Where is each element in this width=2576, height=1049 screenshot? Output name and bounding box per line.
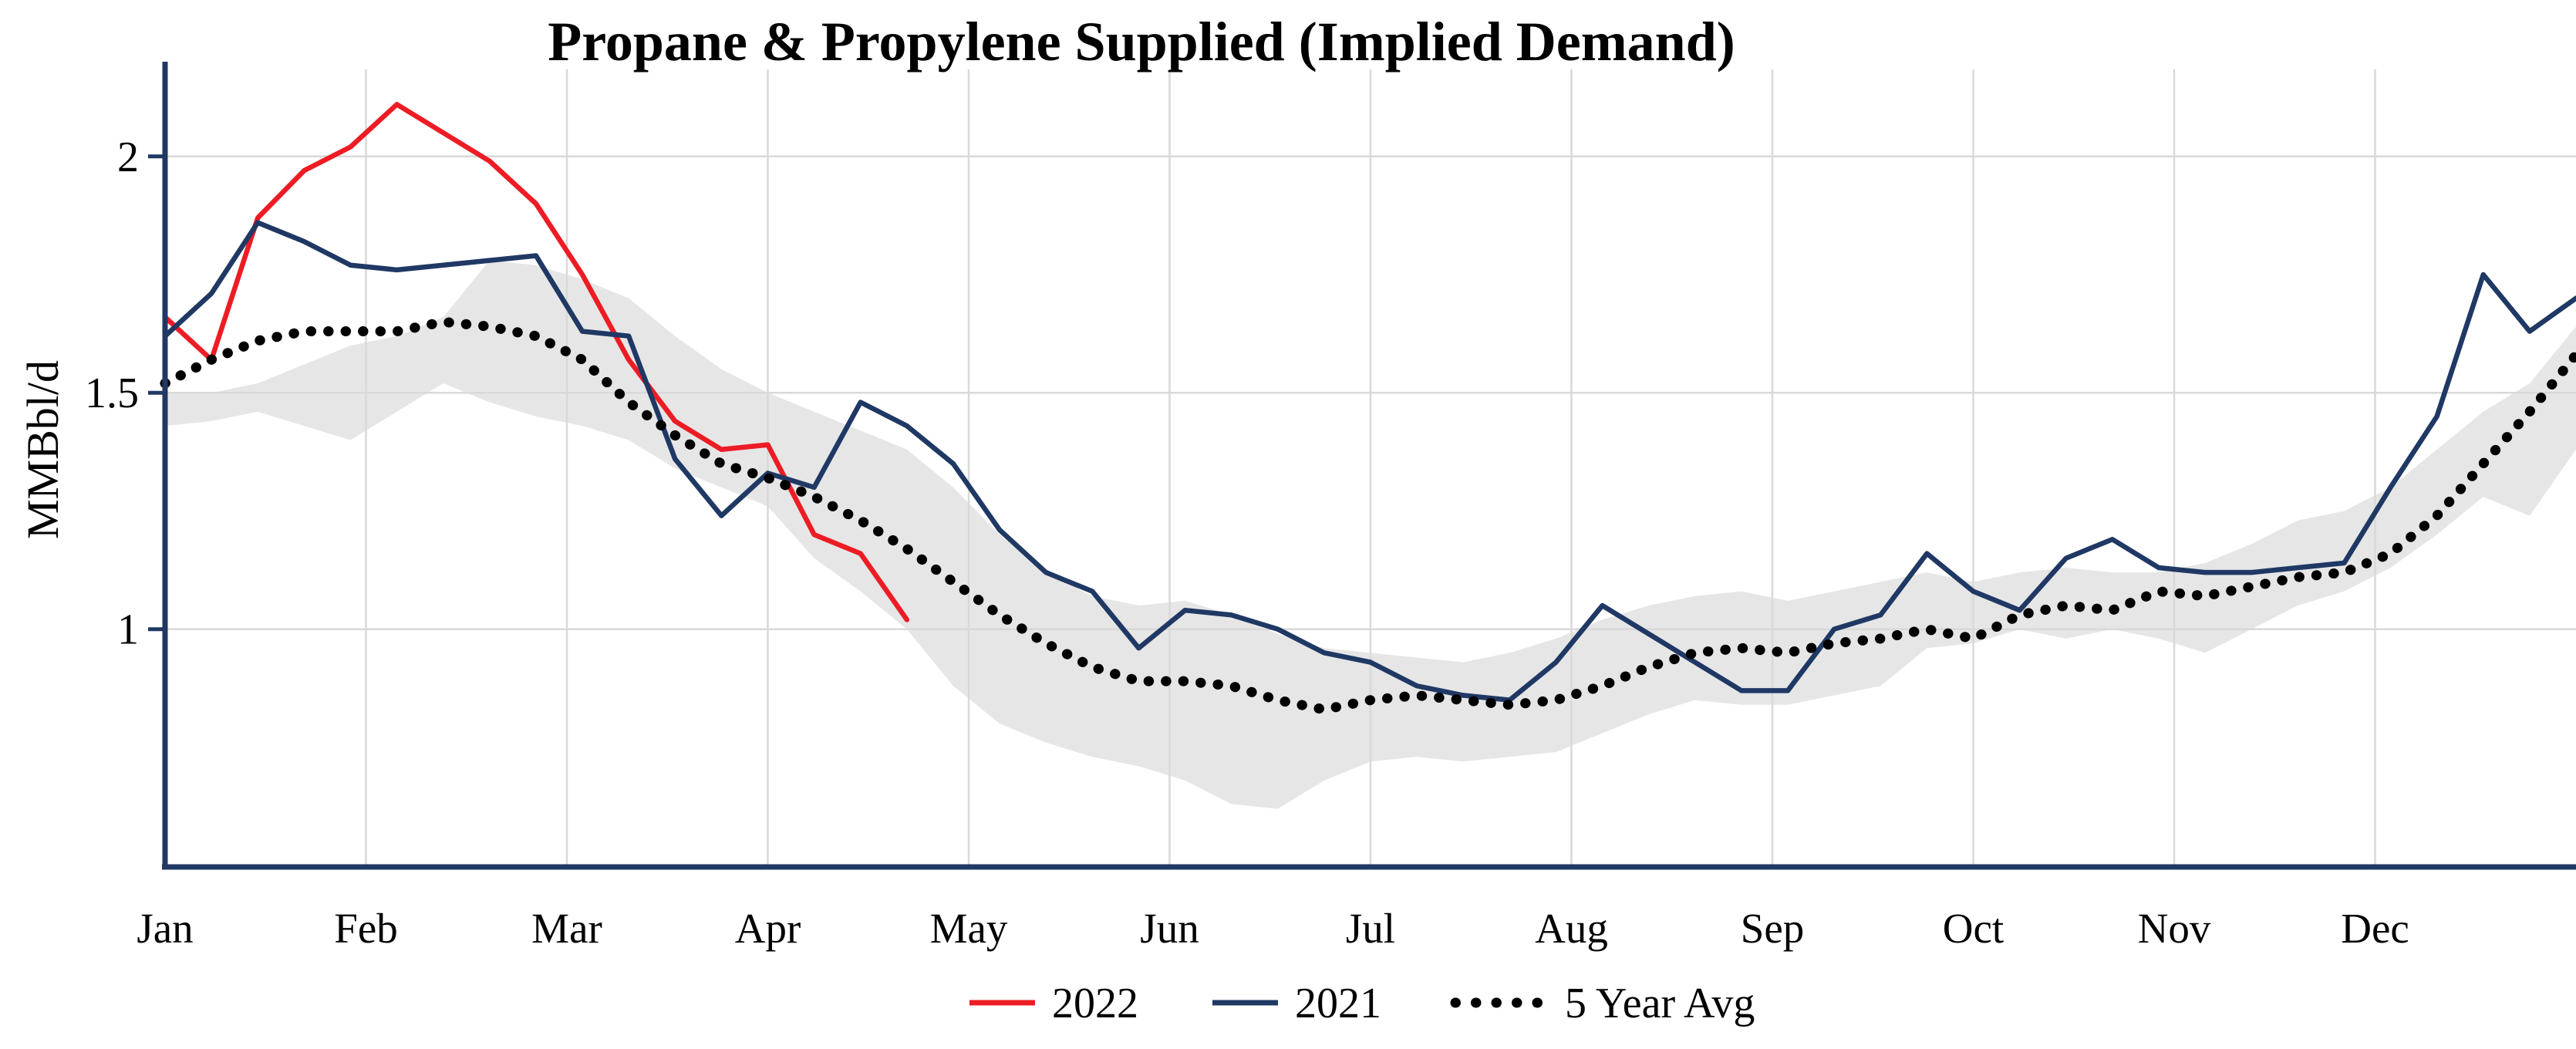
x-tick-label-oct: Oct (1943, 905, 2004, 952)
x-tick-label-may: May (930, 905, 1008, 952)
x-tick-label-feb: Feb (334, 905, 398, 952)
y-tick-label-1.5: 1.5 (85, 369, 139, 417)
x-tick-label-aug: Aug (1535, 905, 1608, 952)
series-line-5-year-avg (160, 316, 2576, 715)
chart-title: Propane & Propylene Supplied (Implied De… (548, 11, 1735, 73)
x-tick-label-apr: Apr (735, 905, 801, 952)
y-axis-title: MMBbl/d (18, 360, 68, 539)
series-line-2021 (162, 220, 2576, 703)
y-tick-label-1: 1 (117, 606, 139, 654)
y-axis-ticks: 11.52 (85, 133, 165, 654)
legend-label-2022: 2022 (1052, 980, 1138, 1027)
legend: 2022 2021 5 Year Avg (969, 980, 1755, 1027)
legend-label-5-year-avg: 5 Year Avg (1565, 980, 1755, 1027)
x-tick-label-jan: Jan (137, 905, 193, 952)
axes (162, 62, 2576, 870)
gridlines (164, 69, 2576, 867)
legend-label-2021: 2021 (1295, 980, 1381, 1027)
series-lines (160, 102, 2576, 715)
x-tick-label-jun: Jun (1140, 905, 1199, 952)
x-axis-labels: Jan Feb Mar Apr May Jun Jul Aug Sep Oct Nov Dec (137, 905, 2409, 952)
x-tick-label-jul: Jul (1346, 905, 1395, 952)
series-line-2022 (162, 102, 910, 622)
y-tick-label-2: 2 (117, 133, 139, 181)
x-tick-label-nov: Nov (2138, 905, 2211, 952)
x-tick-label-dec: Dec (2341, 905, 2409, 952)
x-tick-label-mar: Mar (531, 905, 602, 952)
x-tick-label-sep: Sep (1741, 905, 1805, 952)
